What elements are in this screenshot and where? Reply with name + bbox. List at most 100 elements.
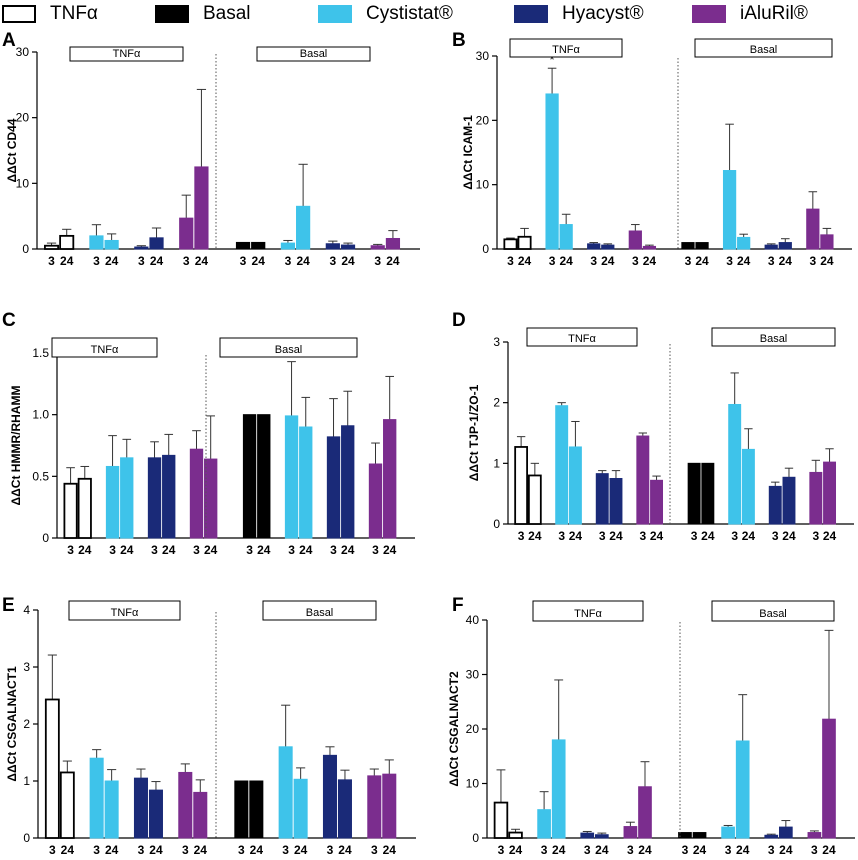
x-tick-label: 3 [93,843,100,855]
y-axis-title: ΔΔCt CSGALNACT1 [5,666,19,782]
y-tick-label: 30 [466,668,480,682]
x-tick-label: 3 [725,843,732,855]
bar [778,826,793,839]
condition-box [509,38,623,58]
x-tick-label: 24 [341,254,355,268]
x-tick-label: 24 [779,254,793,268]
bar [326,436,341,539]
bar [89,757,104,839]
y-tick-label: 3 [493,335,500,349]
y-tick-label: 0.5 [32,469,49,483]
x-tick-label: 24 [194,843,208,855]
bar [370,245,385,250]
x-tick-label: 3 [138,843,145,855]
bar [257,414,271,539]
bar [735,740,750,839]
x-tick-label: 3 [768,254,775,268]
legend-label-basal: Basal [203,3,251,24]
bar [721,826,735,839]
bar [293,778,308,839]
x-tick-label: 3 [240,254,247,268]
condition-box [256,46,371,62]
significance-star: * [550,52,555,67]
bar [587,243,601,250]
bar [728,403,742,525]
legend-swatch-basal [155,5,189,23]
panel-letter-b: B [452,30,466,51]
bar [44,698,60,839]
chart-hmmr-rhamm: 0 0.5 1.0 1.5 ΔΔCt HMMR/RHAMM 3 24 3 24 3 24 3 24 3 24… [9,337,415,557]
y-tick-label: 40 [466,613,480,627]
y-axis-title: ΔΔCt TJP-1/ZO-1 [467,384,481,481]
x-tick-label: 24 [299,543,313,557]
x-tick-label: 3 [193,543,200,557]
bar [642,245,657,250]
legend-item-hyacyst: Hyacyst® [514,3,644,24]
x-tick-label: 3 [183,254,190,268]
legend-item-tnf: TNFα [2,3,98,24]
bar [822,718,836,839]
bar [806,208,820,250]
y-tick-label: 0 [493,517,500,531]
bar [517,235,532,250]
condition-box [51,337,158,358]
y-tick-label: 4 [23,603,30,617]
bar [235,241,251,250]
y-tick-label: 0 [482,242,489,256]
bar [284,415,299,539]
y-tick-label: 10 [476,178,490,192]
condition-label: TNFα [91,344,119,356]
legend-swatch-ialuril [692,5,726,23]
bar [147,457,162,539]
x-tick-label: 3 [627,843,634,855]
condition-label: Basal [306,607,334,619]
x-tick-label: 3 [285,254,292,268]
bar [503,238,518,250]
bar [527,474,542,525]
bar [580,832,595,839]
x-tick-label: 24 [601,254,615,268]
bar [178,771,193,839]
legend-item-ialuril: iAluRil® [692,3,808,24]
bar [340,244,356,250]
bar [234,780,249,839]
legend-label-tnf: TNFα [50,3,98,24]
panel-f: F 0 10 20 30 40 ΔΔCt CSGALNACT2 3 24 3 24 3 24 3 24 3 2… [430,595,858,857]
x-tick-label: 24 [695,254,709,268]
x-tick-label: 24 [509,843,523,855]
x-tick-label: 3 [590,254,597,268]
bar [764,244,778,250]
x-tick-label: 24 [822,843,836,855]
bar [383,419,397,539]
bar [104,780,119,839]
x-tick-label: 24 [294,843,308,855]
bar [44,244,60,250]
bar [193,791,208,839]
legend-label-cystistat: Cystistat® [366,3,453,24]
x-tick-label: 3 [809,254,816,268]
x-tick-label: 3 [371,843,378,855]
bar [59,771,75,839]
condition-label: TNFα [111,607,139,619]
bar [594,834,609,839]
chart-csgalnact2: 0 10 20 30 40 ΔΔCt CSGALNACT2 3 24 3 24 3 24 3 24 3 24 3… [447,600,855,857]
bar [148,789,163,839]
bar [179,217,194,250]
y-axis-title: ΔΔCt CD44 [5,118,19,182]
y-tick-label: 1 [23,774,30,788]
x-tick-label: 24 [650,529,664,543]
x-tick-label: 3 [812,529,819,543]
y-tick-label: 30 [16,45,30,59]
bar [120,457,134,539]
x-tick-label: 3 [48,254,55,268]
condition-box [219,337,358,358]
x-tick-label: 24 [559,254,573,268]
legend-label-ialuril: iAluRil® [740,3,808,24]
bar [695,242,709,250]
x-tick-label: 24 [162,543,176,557]
x-tick-label: 3 [282,843,289,855]
bar [296,205,311,250]
panel-d: D 0 1 2 3 ΔΔCt TJP-1/ZO-1 3 24 3 24 3 24 3 24 3 24 3 24 3… [430,310,858,560]
x-tick-label: 3 [109,543,116,557]
